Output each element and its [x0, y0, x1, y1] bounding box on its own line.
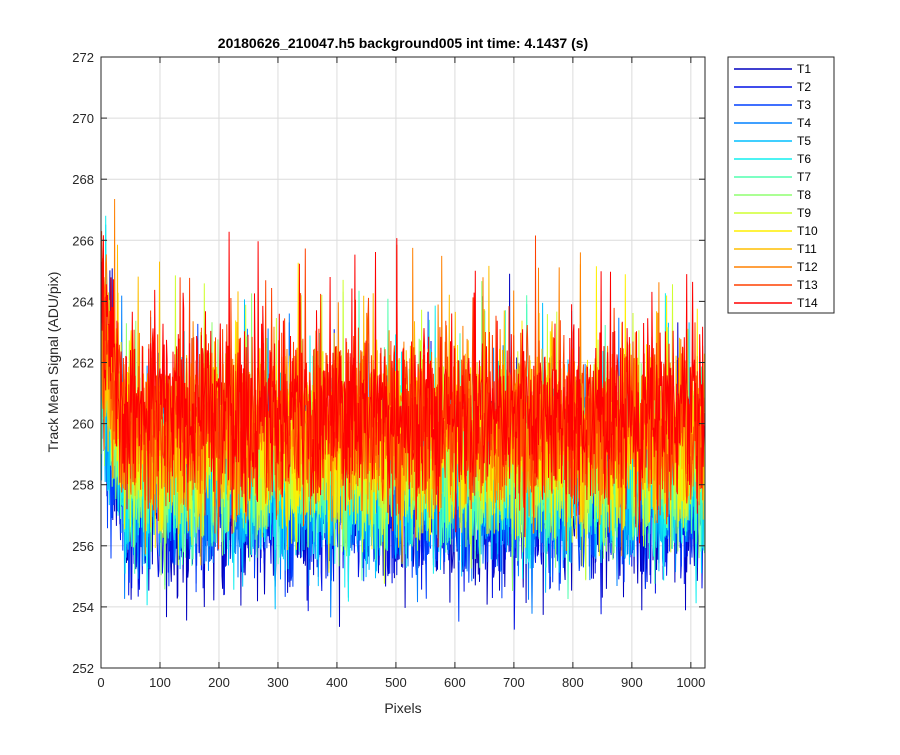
axis-ticks: 0 100 200 300 400 500 600 700 800 900 1000 252 254 25…: [72, 50, 705, 690]
x-tick-label: 300: [267, 675, 289, 690]
x-tick-label: 0: [97, 675, 104, 690]
x-tick-label: 800: [562, 675, 584, 690]
x-tick-label: 700: [503, 675, 525, 690]
x-tick-label: 400: [326, 675, 348, 690]
x-tick-label: 1000: [676, 675, 705, 690]
legend-label-t3: T3: [797, 98, 811, 112]
x-tick-label: 200: [208, 675, 230, 690]
chart-title: 20180626_210047.h5 background005 int tim…: [218, 35, 588, 51]
series-line-t14: [100, 231, 706, 548]
series-lines: [100, 198, 706, 630]
legend-label-t6: T6: [797, 152, 811, 166]
y-tick-label: 258: [72, 478, 94, 493]
legend-box: [727, 56, 835, 314]
x-tick-label: 100: [149, 675, 171, 690]
legend-label-t13: T13: [797, 278, 818, 292]
x-tick-label: 500: [385, 675, 407, 690]
y-tick-label: 264: [72, 294, 94, 309]
legend-label-t8: T8: [797, 188, 811, 202]
legend-label-t7: T7: [797, 170, 811, 184]
legend-label-t5: T5: [797, 134, 811, 148]
y-tick-label: 260: [72, 417, 94, 432]
legend-label-t10: T10: [797, 224, 818, 238]
legend-label-t1: T1: [797, 62, 811, 76]
legend-label-t9: T9: [797, 206, 811, 220]
y-tick-label: 252: [72, 661, 94, 676]
x-tick-label: 600: [444, 675, 466, 690]
x-axis-label: Pixels: [384, 700, 421, 716]
y-tick-label: 254: [72, 600, 94, 615]
y-tick-label: 268: [72, 172, 94, 187]
y-tick-label: 256: [72, 539, 94, 554]
legend-label-t4: T4: [797, 116, 811, 130]
y-tick-label: 262: [72, 356, 94, 371]
legend: T1 T2 T3 T4 T5 T6 T7 T8 T9 T10 T11 T12 T13 T14: [727, 56, 835, 314]
y-axis-label: Track Mean Signal (ADU/pix): [45, 272, 61, 453]
y-tick-label: 266: [72, 233, 94, 248]
y-tick-label: 272: [72, 50, 94, 65]
legend-label-t11: T11: [797, 242, 817, 256]
legend-label-t14: T14: [797, 296, 818, 310]
legend-label-t12: T12: [797, 260, 818, 274]
y-tick-label: 270: [72, 111, 94, 126]
legend-label-t2: T2: [797, 80, 811, 94]
x-tick-label: 900: [621, 675, 643, 690]
